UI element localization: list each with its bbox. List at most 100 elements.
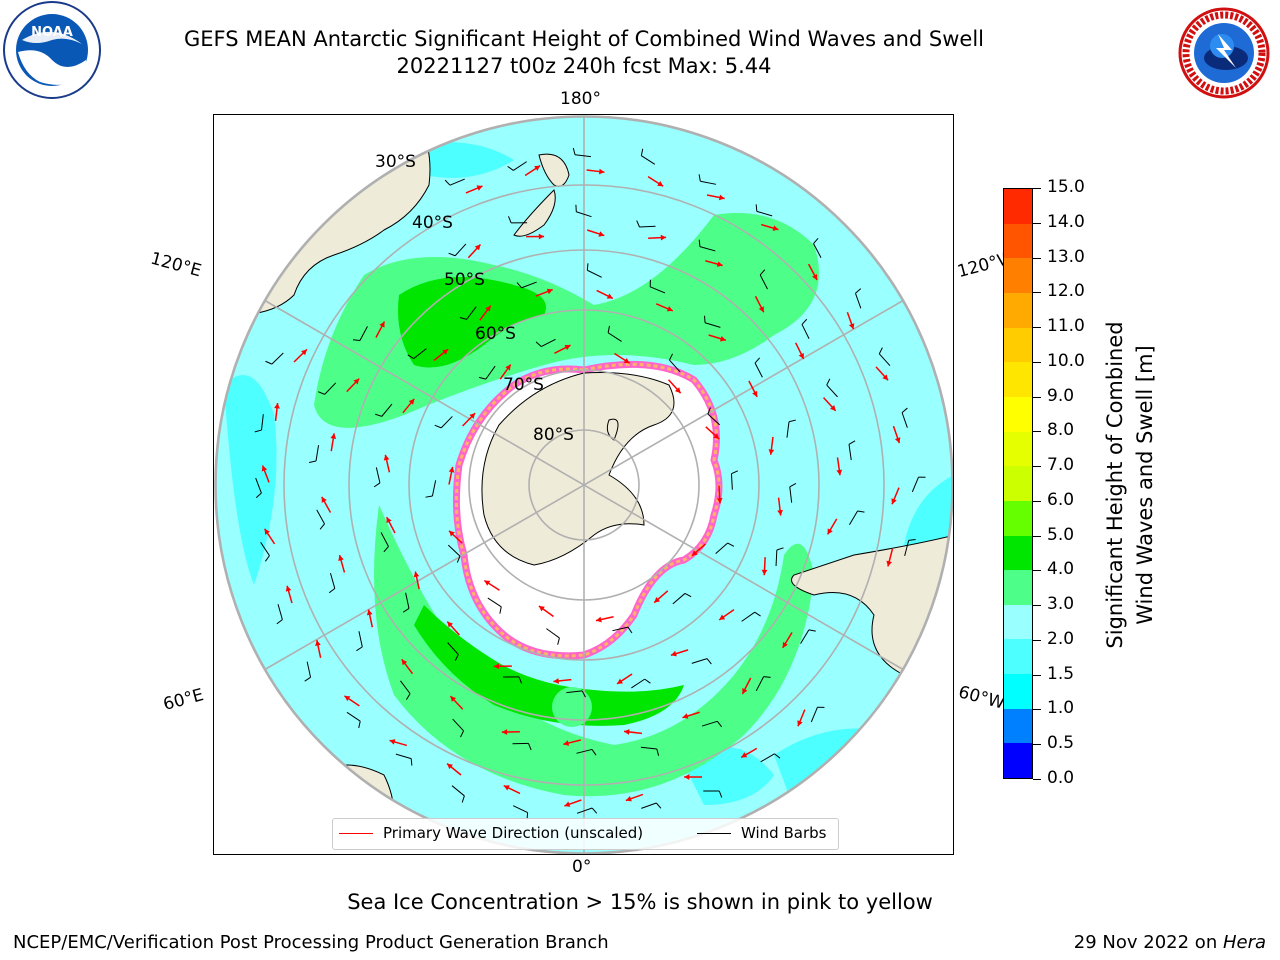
wave-direction-arrow [293,348,308,363]
colorbar-tick-label: 13.0 [1047,246,1085,267]
colorbar-segment [1004,639,1032,675]
wind-barb [576,748,597,756]
wind-barb [444,178,465,186]
wave-direction-arrow [501,729,520,735]
wave-direction-arrow [807,263,818,281]
wind-barb [901,407,908,428]
colorbar-title-line1: Significant Height of Combined [1103,321,1127,649]
colorbar-segment [1004,396,1032,432]
wave-direction-arrow [625,793,644,802]
wind-barb [260,542,270,562]
wind-barb [801,318,810,339]
wave-direction-arrow [846,311,855,330]
wave-direction-arrow [338,554,346,573]
wave-direction-arrow [467,243,482,259]
wave-direction-arrow [648,234,667,241]
wind-barb [691,658,712,665]
vector-field [254,147,926,820]
colorbar-segment [1004,189,1032,224]
wave-direction-arrow [479,305,492,321]
wave-direction-arrow [465,185,483,194]
wave-direction-arrow [586,229,605,237]
wave-direction-arrow [741,677,752,695]
wave-direction-arrow [740,747,758,759]
wind-barb [848,440,856,461]
wind-barb [707,407,721,426]
wind-barb [904,539,916,556]
colorbar-tick-label: 11.0 [1047,316,1085,337]
wind-barb [503,676,523,684]
wave-direction-arrow [563,739,581,746]
wind-barb [566,690,586,698]
swell-belt-south [374,505,814,797]
legend-swatch-red [339,833,373,834]
wave-direction-arrow [493,663,512,670]
wave-direction-arrow [782,632,793,649]
wave-direction-arrow [616,673,633,685]
lat-label-70s: 70°S [503,375,544,395]
wave-direction-arrow [538,605,554,618]
colorbar-segment [1004,535,1032,571]
wind-barb [352,326,368,342]
wave-direction-arrow [875,366,889,381]
wave-direction-arrow [754,295,765,313]
wave-direction-arrow [448,530,463,544]
wind-barb [255,477,262,499]
wind-barb [730,470,739,490]
colorbar-tick-mark [1033,431,1041,433]
wind-barb [810,706,825,723]
wave-direction-arrow [446,763,462,776]
wind-barb [703,790,723,798]
colorbar [1003,188,1033,779]
wind-barb [668,353,681,373]
wave-direction-arrow [892,425,901,444]
wave-direction-arrow [614,352,631,364]
wave-direction-arrow [261,465,270,483]
colorbar-segment [1004,431,1032,467]
colorbar-tick-label: 7.0 [1047,455,1075,476]
low-wave-patch-west [224,375,277,585]
wind-barb [640,746,660,756]
lat-label-50s: 50°S [444,270,485,290]
wave-direction-arrow [647,175,664,187]
colorbar-tick-label: 5.0 [1047,524,1075,545]
swell-core-north [398,277,546,368]
lat-label-60s: 60°S [475,324,516,344]
svg-text:NOAA: NOAA [31,25,73,40]
wind-barb [760,753,781,763]
wind-barb [759,269,768,290]
colorbar-tick-mark [1033,639,1041,641]
wave-direction-arrow [623,729,642,735]
colorbar-segment [1004,743,1032,778]
wave-direction-arrow [761,557,768,576]
wave-direction-arrow [595,615,614,623]
wind-barb [849,510,865,526]
colorbar-tick-mark [1033,292,1041,294]
wave-direction-arrow [346,378,360,393]
wave-direction-arrow [684,774,703,780]
colorbar-tick-label: 15.0 [1047,177,1085,197]
lat-label-40s: 40°S [412,213,453,233]
wind-barb [640,148,656,165]
colorbar-tick-mark [1033,500,1041,502]
colorbar-tick-label: 0.0 [1047,768,1075,788]
colorbar-segment [1004,570,1032,605]
colorbar-tick-mark [1033,674,1041,676]
wind-barb [508,216,528,224]
sea-ice-note: Sea Ice Concentration > 15% is shown in … [347,890,933,914]
colorbar-segment [1004,293,1032,328]
colorbar-tick-label: 4.0 [1047,559,1075,580]
wave-direction-arrow [655,303,674,312]
wind-barb [641,802,662,809]
nws-logo [1174,6,1274,104]
swell-belt-north [314,213,819,428]
wind-barb [786,419,796,438]
wave-direction-arrow [263,528,276,545]
wind-barb [478,365,496,380]
colorbar-segment [1004,327,1032,363]
colorbar-tick-label: 3.0 [1047,594,1075,615]
colorbar-tick-mark [1033,535,1041,537]
colorbar-tick-mark [1033,744,1041,746]
wind-barb [459,306,477,320]
wind-barb [516,281,537,289]
